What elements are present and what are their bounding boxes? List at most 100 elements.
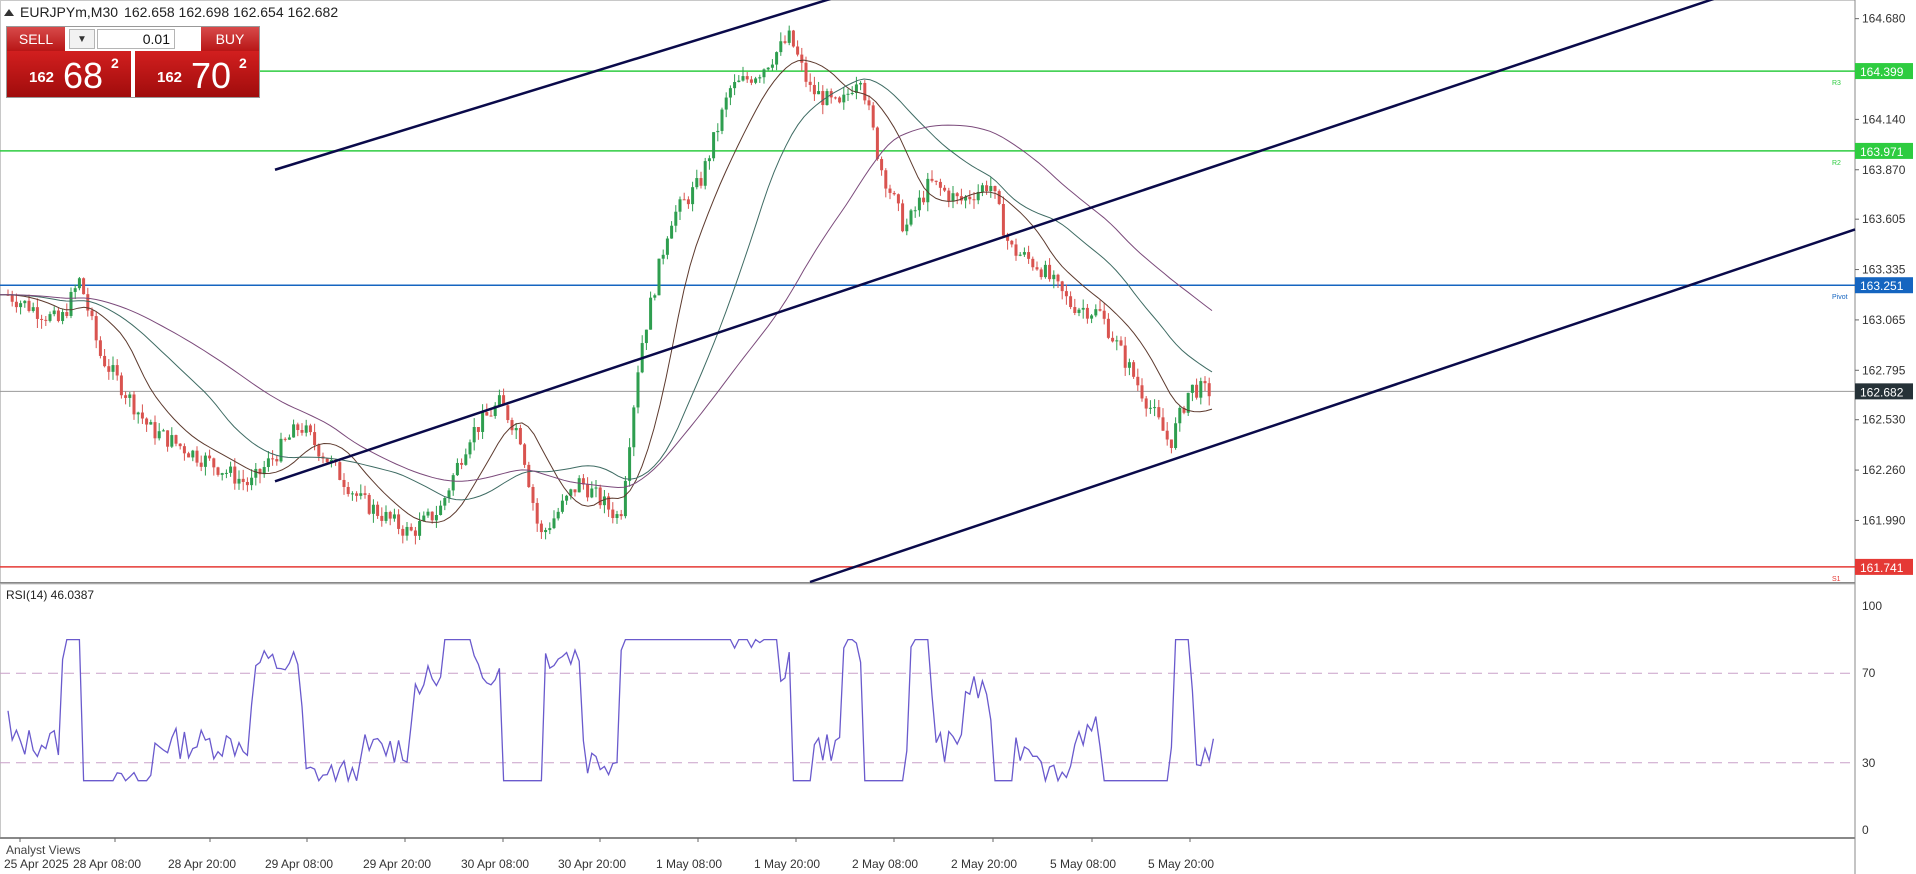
time-label: 28 Apr 08:00 [73, 857, 141, 871]
time-label: 28 Apr 20:00 [168, 857, 236, 871]
candle-body [1119, 340, 1123, 346]
candle-body [94, 316, 98, 341]
price-tick-label: 162.260 [1862, 463, 1906, 477]
candle-body [111, 365, 115, 372]
candle-body [686, 199, 690, 205]
candle-body [10, 294, 14, 302]
candle-body [531, 487, 535, 503]
candle-body [880, 159, 884, 171]
candle-body [430, 511, 434, 521]
candle-body [670, 225, 674, 239]
buy-price-big: 70 [191, 55, 232, 96]
candle-body [539, 523, 543, 533]
candle-body [989, 185, 993, 192]
candle-body [405, 526, 409, 536]
time-label: 30 Apr 08:00 [461, 857, 529, 871]
candle-body [766, 67, 770, 70]
candle-body [884, 170, 888, 189]
one-click-trading-panel: SELL ▼ BUY 162 68 2 162 70 2 [6, 26, 260, 98]
candle-body [737, 80, 741, 83]
candle-body [296, 424, 300, 431]
sell-price-prefix: 162 [29, 69, 55, 86]
candle-body [1174, 423, 1178, 448]
candle-body [842, 94, 846, 103]
candle-body [1178, 407, 1182, 424]
sell-price-sup: 2 [111, 55, 119, 71]
candle-body [909, 210, 913, 225]
time-label: 2 May 08:00 [852, 857, 918, 871]
candle-body [712, 132, 716, 159]
candle-body [434, 515, 438, 521]
candle-body [481, 412, 485, 432]
candle-body [649, 297, 653, 330]
candle-body [422, 515, 426, 522]
sell-price-box[interactable]: 162 68 2 [7, 51, 131, 97]
candle-body [317, 445, 321, 457]
candle-body [846, 93, 850, 95]
candle-body [355, 493, 359, 496]
candle-body [1043, 264, 1047, 278]
candle-body [14, 301, 18, 308]
candle-body [476, 427, 480, 432]
candle-body [993, 185, 997, 192]
candle-body [527, 464, 531, 488]
candle-body [850, 92, 854, 94]
rsi-tick-label: 100 [1862, 599, 1882, 613]
rsi-header: RSI(14) 46.0387 [6, 588, 95, 602]
candle-body [518, 428, 522, 445]
candle-body [1081, 307, 1085, 310]
candle-body [569, 489, 573, 496]
rsi-tick-label: 30 [1862, 756, 1876, 770]
rsi-pane-border [0, 583, 1856, 839]
candle-body [775, 52, 779, 65]
sell-price-big: 68 [63, 55, 104, 96]
candle-body [52, 310, 56, 315]
candle-body [867, 100, 871, 106]
candle-body [896, 194, 900, 204]
time-label: 30 Apr 20:00 [558, 857, 626, 871]
candle-body [388, 511, 392, 519]
price-tick-label: 162.530 [1862, 413, 1906, 427]
candle-body [418, 521, 422, 536]
trendline-upper [274, 0, 832, 171]
buy-price-box[interactable]: 162 70 2 [135, 51, 259, 97]
candle-body [863, 82, 867, 101]
candle-body [287, 437, 291, 440]
candle-body [128, 394, 132, 398]
candle-body [1085, 307, 1089, 319]
candle-body [1035, 267, 1039, 270]
buy-button[interactable]: BUY [201, 27, 259, 51]
candle-body [787, 30, 791, 43]
level-price-box [1855, 558, 1913, 575]
collapse-triangle-icon[interactable] [4, 8, 14, 16]
candle-body [1001, 203, 1005, 236]
candle-body [804, 62, 808, 82]
candle-body [699, 178, 703, 186]
candle-body [1052, 274, 1056, 280]
candle-body [901, 203, 905, 232]
symbol-info: EURJPYm,M30 [20, 4, 119, 20]
time-label: 5 May 20:00 [1148, 857, 1214, 871]
candle-body [833, 97, 837, 99]
sell-button[interactable]: SELL [7, 27, 65, 51]
candle-body [598, 487, 602, 506]
candle-body [443, 498, 447, 506]
candle-body [468, 442, 472, 455]
analyst-views-label[interactable]: Analyst Views [6, 843, 81, 857]
candle-body [182, 446, 186, 454]
candle-body [1157, 407, 1161, 418]
candle-body [560, 500, 564, 512]
lot-dropdown-icon[interactable]: ▼ [69, 29, 95, 49]
lot-size-input[interactable] [97, 29, 175, 49]
candle-body [124, 395, 128, 398]
candle-body [577, 478, 581, 493]
candle-body [1140, 385, 1144, 399]
candle-body [65, 312, 69, 316]
candle-body [619, 514, 623, 517]
candle-body [23, 300, 27, 304]
candle-body [506, 405, 510, 421]
candle-body [716, 130, 720, 133]
candle-body [581, 478, 585, 485]
candle-body [825, 91, 829, 106]
